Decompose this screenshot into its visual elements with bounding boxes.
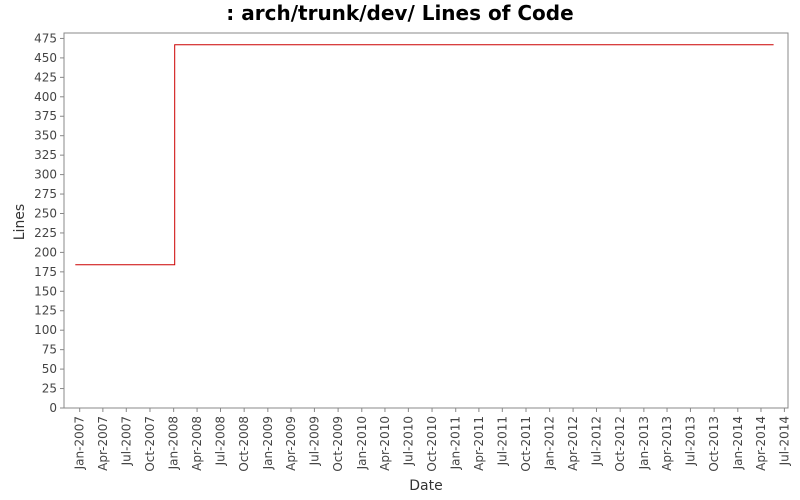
y-tick-label: 200 <box>34 245 57 259</box>
x-tick-label: Apr-2013 <box>660 416 674 471</box>
x-tick-label: Oct-2010 <box>425 416 439 472</box>
x-tick-label: Oct-2011 <box>519 416 533 472</box>
y-tick-label: 425 <box>34 70 57 84</box>
x-tick-label: Jul-2013 <box>683 416 697 466</box>
y-tick-label: 250 <box>34 206 57 220</box>
x-tick-label: Jul-2008 <box>213 416 227 466</box>
y-tick-label: 475 <box>34 31 57 45</box>
y-tick-label: 275 <box>34 187 57 201</box>
x-tick-label: Oct-2007 <box>143 416 157 472</box>
series-layer <box>75 44 774 266</box>
y-tick-label: 25 <box>42 382 57 396</box>
y-axis-label: Lines <box>12 204 28 240</box>
y-tick-label: 375 <box>34 109 57 123</box>
x-tick-label: Apr-2014 <box>754 416 768 471</box>
x-tick-label: Jan-2008 <box>167 416 181 470</box>
x-tick-label: Jul-2007 <box>119 416 133 466</box>
x-tick-label: Jan-2013 <box>637 416 651 470</box>
y-tick-label: 75 <box>42 343 57 357</box>
x-tick-label: Apr-2011 <box>472 416 486 471</box>
x-tick-label: Apr-2012 <box>566 416 580 471</box>
x-tick-label: Jul-2011 <box>495 416 509 466</box>
x-tick-label: Jul-2014 <box>777 416 791 466</box>
y-tick-label: 325 <box>34 148 57 162</box>
y-tick-label: 100 <box>34 323 57 337</box>
x-tick-label: Jan-2009 <box>261 416 275 470</box>
x-tick-label: Apr-2009 <box>284 416 298 471</box>
x-tick-label: Jan-2012 <box>543 416 557 470</box>
x-axis-label: Date <box>409 478 442 494</box>
y-tick-label: 50 <box>42 362 57 376</box>
y-tick-label: 175 <box>34 265 57 279</box>
y-tick-label: 400 <box>34 90 57 104</box>
x-tick-label: Jan-2007 <box>73 416 87 470</box>
x-axis: Jan-2007 Apr-2007 Jul-2007 Oct-2007 Jan-2008… <box>73 408 791 472</box>
x-tick-label: Oct-2013 <box>707 416 721 472</box>
series-line <box>75 44 774 266</box>
x-tick-label: Apr-2008 <box>190 416 204 471</box>
y-axis: 0 25 50 75 100 125 150 175 200 225 250 275 300 325 350… <box>34 31 64 415</box>
x-tick-label: Oct-2012 <box>613 416 627 472</box>
x-tick-label: Jul-2010 <box>401 416 415 466</box>
y-tick-label: 450 <box>34 51 57 65</box>
chart-title: : arch/trunk/dev/ Lines of Code <box>226 1 573 25</box>
x-tick-label: Apr-2010 <box>378 416 392 471</box>
y-tick-label: 300 <box>34 168 57 182</box>
x-tick-label: Apr-2007 <box>96 416 110 471</box>
y-tick-label: 225 <box>34 226 57 240</box>
x-tick-label: Jan-2014 <box>731 416 745 470</box>
y-tick-label: 0 <box>49 401 57 415</box>
x-tick-label: Jul-2009 <box>307 416 321 466</box>
x-tick-label: Oct-2009 <box>331 416 345 472</box>
x-tick-label: Oct-2008 <box>237 416 251 472</box>
y-tick-label: 125 <box>34 304 57 318</box>
x-tick-label: Jan-2010 <box>355 416 369 470</box>
x-tick-label: Jul-2012 <box>590 416 604 466</box>
plot-area <box>63 32 789 409</box>
x-tick-label: Jan-2011 <box>449 416 463 470</box>
y-tick-label: 150 <box>34 284 57 298</box>
y-tick-label: 350 <box>34 129 57 143</box>
